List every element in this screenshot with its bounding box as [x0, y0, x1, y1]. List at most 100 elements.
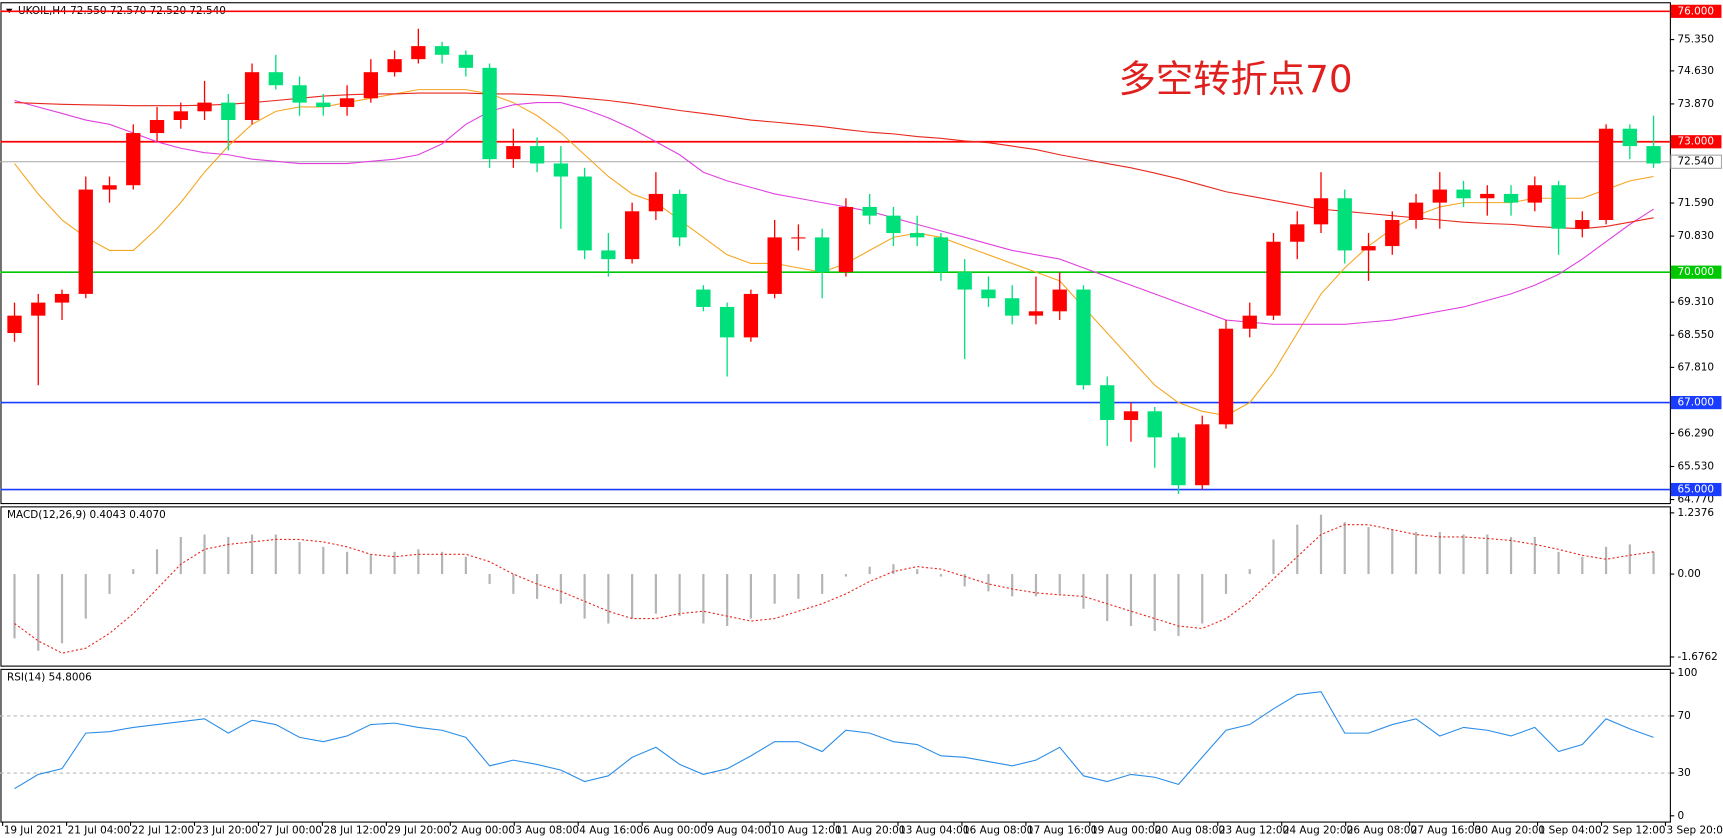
x-tick-label: 19 Jul 2021 [4, 824, 63, 836]
x-tick-label: 3 Sep 20:00 [1667, 824, 1723, 836]
level-label-box [1670, 135, 1722, 149]
candle-body [1123, 411, 1139, 420]
candle-body [1147, 411, 1162, 438]
candle-body [78, 189, 93, 294]
level-label: 70.000 [1678, 266, 1714, 278]
x-tick-label: 20 Aug 08:00 [1155, 824, 1225, 836]
x-tick-label: 2 Sep 12:00 [1603, 824, 1666, 836]
candle-body [886, 215, 901, 234]
annotation: 多空转折点70 [1119, 57, 1353, 101]
y-tick-label: 0.00 [1678, 568, 1701, 580]
candle-body [672, 193, 687, 238]
x-tick-label: 2 Aug 00:00 [451, 824, 515, 836]
candle-body [1527, 185, 1542, 203]
candle-body [838, 206, 854, 273]
y-tick-label: -1.6762 [1678, 651, 1718, 663]
x-tick-label: 10 Aug 12:00 [771, 824, 841, 836]
candle-body [1408, 202, 1424, 221]
x-tick-label: 17 Aug 16:00 [1027, 824, 1097, 836]
panel: 100 70 30 0 RSI(14) 54.8006 19 Jul 2021 21 Jul… [0, 667, 1723, 836]
candle-body [1432, 189, 1447, 203]
x-tick-label: 11 Aug 20:00 [835, 824, 905, 836]
rsi-line [14, 691, 1654, 790]
candle-body [292, 85, 307, 103]
candle-body [577, 176, 592, 251]
level-label-box [1670, 482, 1722, 497]
x-tick-label: 4 Aug 16:00 [579, 824, 643, 836]
y-tick-label: 0 [1678, 810, 1685, 822]
x-tick-label: 3 Aug 08:00 [515, 824, 579, 836]
macd-signal [14, 524, 1654, 654]
candle-body [1385, 220, 1400, 247]
x-tick-label: 9 Aug 04:00 [707, 824, 771, 836]
panel-title: MACD(12,26,9) 0.4043 0.4070 [7, 509, 166, 521]
candle-body [1266, 241, 1281, 316]
candle-body [1313, 198, 1329, 225]
y-tick-label: 75.350 [1678, 34, 1714, 46]
x-tick-label: 21 Jul 04:00 [68, 824, 131, 836]
candle-body [221, 102, 236, 121]
candle-body [1646, 146, 1661, 164]
candle-body [1503, 193, 1519, 203]
y-tick-label: 30 [1678, 767, 1691, 779]
level-label-box [1670, 265, 1722, 279]
x-tick-label: 1 Sep 04:00 [1539, 824, 1602, 836]
y-tick-label: 69.310 [1678, 296, 1714, 308]
y-tick-label: 73.870 [1678, 98, 1714, 110]
y-tick-label: 65.530 [1678, 461, 1714, 473]
y-tick-label: 70 [1678, 710, 1691, 722]
x-tick-label: 16 Aug 08:00 [963, 824, 1033, 836]
candle-body [910, 233, 925, 238]
y-tick-label: 67.810 [1678, 361, 1714, 373]
candle-body [411, 46, 426, 60]
candle-body [268, 72, 283, 86]
panel-frame [0, 668, 1671, 823]
candle-body [482, 67, 497, 160]
candle-body [767, 237, 782, 294]
candle-body [339, 98, 355, 107]
candle-body [815, 237, 830, 273]
candle-body [1195, 424, 1210, 486]
candle-body [529, 146, 545, 164]
x-tick-label: 6 Aug 00:00 [643, 824, 707, 836]
candle-body [54, 293, 70, 303]
candle-body [1290, 224, 1305, 242]
candle-body [1622, 128, 1637, 147]
x-tick-label: 29 Jul 20:00 [387, 824, 450, 836]
y-tick-label: 100 [1678, 667, 1698, 679]
y-tick-label: 71.590 [1678, 197, 1714, 209]
candle-body [1171, 437, 1186, 486]
candle-body [173, 111, 188, 121]
candle-body [149, 120, 165, 134]
panel: 1.2376 0.00 -1.6762 MACD(12,26,9) 0.4043 0.… [0, 506, 1718, 667]
candle-body [1028, 311, 1044, 316]
candle-body [506, 146, 521, 160]
candle-body [197, 102, 212, 112]
x-tick-label: 22 Jul 12:00 [132, 824, 194, 836]
level-label-box [1670, 4, 1722, 18]
candle-body [387, 59, 402, 73]
level-label: 76.000 [1678, 5, 1714, 17]
candle-body [1076, 289, 1091, 386]
x-tick-label: 28 Jul 12:00 [324, 824, 387, 836]
candle-body [624, 211, 640, 260]
x-tick-label: 19 Aug 00:00 [1091, 824, 1161, 836]
candle-body [601, 250, 616, 260]
level-label: 67.000 [1678, 397, 1714, 409]
x-tick-label: 24 Aug 20:00 [1283, 824, 1353, 836]
x-tick-label: 23 Aug 12:00 [1219, 824, 1289, 836]
current-price-box [1670, 154, 1723, 169]
candle-body [719, 306, 735, 338]
candle-body [791, 237, 806, 239]
moving-average [14, 89, 1654, 417]
x-tick-label: 30 Aug 20:00 [1475, 824, 1545, 836]
candle-body [1575, 220, 1590, 229]
y-tick-label: 1.2376 [1678, 507, 1714, 519]
candle-body [458, 54, 474, 68]
candle-body [1480, 193, 1495, 199]
x-tick-label: 27 Jul 00:00 [260, 824, 323, 836]
y-tick-label: 70.830 [1678, 230, 1714, 242]
candle-body [1598, 128, 1614, 221]
